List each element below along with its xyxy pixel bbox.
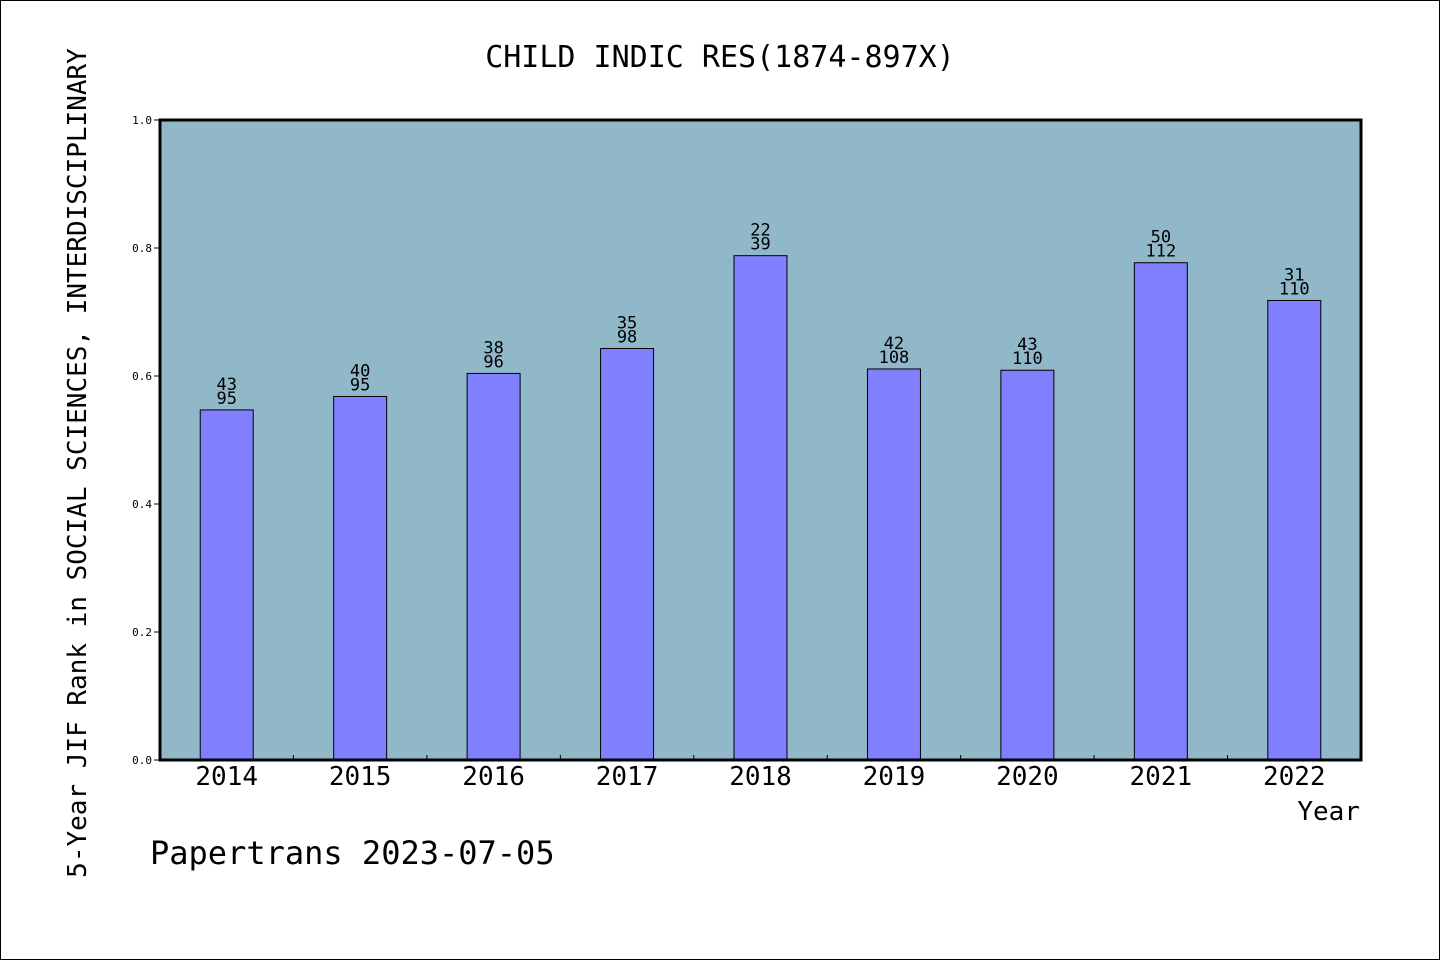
y-tick-label: 0.8	[132, 242, 152, 255]
bar	[1267, 299, 1322, 761]
bar	[199, 409, 254, 761]
bar-rank-label: 42	[884, 334, 904, 354]
y-axis: 0.0 0.2 0.4 0.6 0.8 1.0	[132, 114, 160, 767]
y-tick-label: 0.6	[132, 370, 152, 383]
bar	[1000, 369, 1055, 761]
x-tick-label: 2021	[1130, 762, 1193, 792]
bar	[466, 372, 521, 761]
x-tick-label: 2020	[996, 762, 1059, 792]
x-tick-label: 2018	[729, 762, 792, 792]
x-tick-label: 2019	[863, 762, 926, 792]
bar-total-label: 112	[1145, 242, 1176, 262]
bar	[866, 368, 921, 761]
bar-rank-label: 22	[750, 221, 770, 241]
bar-rank-label: 35	[617, 313, 637, 333]
footer-credit: Papertrans 2023-07-05	[150, 834, 555, 872]
x-tick-label: 2014	[195, 762, 258, 792]
bar-rank-label: 31	[1284, 265, 1304, 285]
bar	[600, 347, 655, 761]
y-tick-label: 0.4	[132, 498, 152, 511]
bar-total-label: 39	[750, 235, 770, 255]
bar	[333, 395, 388, 761]
bar-total-label: 95	[216, 389, 236, 409]
x-tick-label: 2017	[596, 762, 659, 792]
chart-title: CHILD INDIC RES(1874-897X)	[485, 40, 955, 75]
y-tick-label: 0.2	[132, 626, 152, 639]
bar	[733, 255, 788, 761]
bar-rank-label: 40	[350, 361, 370, 381]
bar-rank-label: 38	[483, 338, 503, 358]
x-tick-label: 2022	[1263, 762, 1326, 792]
bar-rank-label: 50	[1151, 228, 1171, 248]
y-tick-label: 1.0	[132, 114, 152, 127]
bar-total-label: 108	[879, 348, 910, 368]
x-tick-label: 2016	[462, 762, 525, 792]
x-axis-label: Year	[1297, 797, 1360, 827]
bar	[1133, 262, 1188, 761]
y-axis-label: 5-Year JIF Rank in SOCIAL SCIENCES, INTE…	[63, 48, 93, 878]
y-tick-label: 0.0	[132, 754, 152, 767]
bar-total-label: 96	[483, 352, 503, 372]
bar-total-label: 110	[1279, 279, 1310, 299]
bar-total-label: 95	[350, 375, 370, 395]
bar-total-label: 98	[617, 327, 637, 347]
x-axis: 2014 2015 2016 2017 2018 2019 2020 2021 2022	[195, 755, 1326, 792]
plot-border	[158, 118, 1363, 762]
bar-rank-label: 43	[216, 375, 236, 395]
bar-total-label: 110	[1012, 349, 1043, 369]
x-tick-label: 2015	[329, 762, 392, 792]
bar-rank-label: 43	[1017, 335, 1037, 355]
